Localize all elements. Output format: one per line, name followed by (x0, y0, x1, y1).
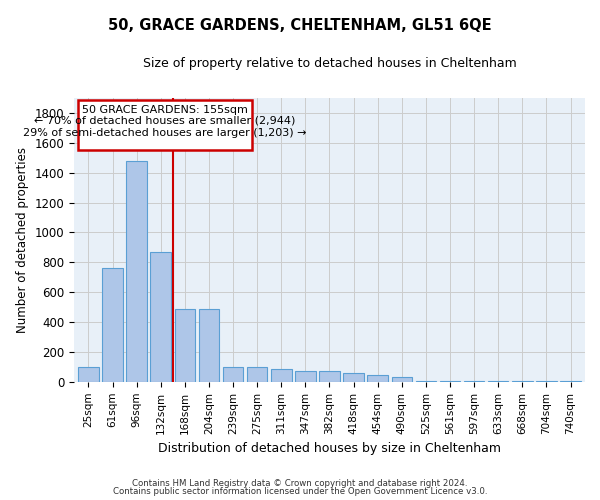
Bar (102, 268, 123, 382)
X-axis label: Distribution of detached houses by size in Cheltenham: Distribution of detached houses by size … (158, 442, 501, 455)
Bar (464, 381, 484, 382)
Text: 50, GRACE GARDENS, CHELTENHAM, GL51 6QE: 50, GRACE GARDENS, CHELTENHAM, GL51 6QE (108, 18, 492, 32)
Bar (295, 370, 316, 382)
Bar (223, 367, 243, 382)
Bar (416, 381, 436, 382)
Bar (392, 376, 412, 382)
Bar (440, 381, 460, 382)
Bar (488, 381, 508, 382)
Title: Size of property relative to detached houses in Cheltenham: Size of property relative to detached ho… (143, 58, 517, 70)
Text: ← 70% of detached houses are smaller (2,944): ← 70% of detached houses are smaller (2,… (34, 116, 296, 126)
Text: Contains public sector information licensed under the Open Government Licence v3: Contains public sector information licen… (113, 487, 487, 496)
Text: 50 GRACE GARDENS: 155sqm: 50 GRACE GARDENS: 155sqm (82, 105, 248, 115)
Text: Contains HM Land Registry data © Crown copyright and database right 2024.: Contains HM Land Registry data © Crown c… (132, 478, 468, 488)
Bar (367, 375, 388, 382)
Bar (319, 372, 340, 382)
FancyBboxPatch shape (77, 100, 253, 150)
Bar (343, 373, 364, 382)
Bar (536, 381, 557, 382)
Bar (151, 252, 171, 382)
Bar (199, 308, 219, 382)
Bar (512, 381, 533, 382)
Bar (175, 308, 195, 382)
Bar (78, 367, 98, 382)
Y-axis label: Number of detached properties: Number of detached properties (16, 147, 29, 333)
Text: 29% of semi-detached houses are larger (1,203) →: 29% of semi-detached houses are larger (… (23, 128, 307, 138)
Bar (247, 367, 268, 382)
Bar (127, 161, 147, 382)
Bar (560, 381, 581, 382)
Bar (271, 369, 292, 382)
